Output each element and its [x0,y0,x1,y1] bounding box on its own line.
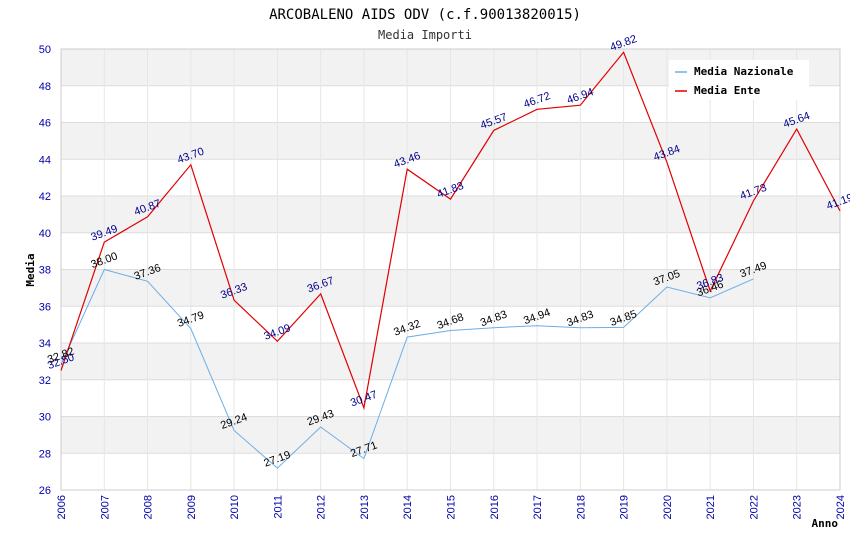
chart-title: ARCOBALENO AIDS ODV (c.f.90013820015) [269,7,581,23]
x-tick-label: 2011 [272,495,284,519]
x-tick-label: 2015 [446,495,458,519]
x-tick-label: 2013 [359,495,371,519]
legend-label-ente: Media Ente [694,84,761,97]
y-tick-label: 44 [39,154,51,166]
y-tick-label: 26 [39,485,51,497]
y-tick-label: 30 [39,412,51,424]
x-tick-label: 2009 [186,495,198,519]
x-tick-label: 2010 [229,495,241,519]
y-tick-label: 40 [39,228,51,240]
x-tick-label: 2006 [56,495,68,519]
x-tick-label: 2021 [705,495,717,519]
x-tick-label: 2014 [402,495,414,519]
x-tick-label: 2007 [99,495,111,519]
x-tick-label: 2008 [143,495,155,519]
y-tick-label: 28 [39,448,51,460]
x-tick-label: 2016 [489,495,501,519]
y-tick-label: 36 [39,301,51,313]
series-line-nazionale [60,268,754,469]
legend-label-nazionale: Media Nazionale [694,65,794,78]
chart-subtitle: Media Importi [378,28,472,42]
x-axis-label: Anno [812,517,839,530]
y-tick-label: 42 [39,191,51,203]
x-tick-label: 2017 [532,495,544,519]
x-tick-label: 2024 [835,495,847,519]
series-lines [60,51,841,469]
y-tick-label: 34 [39,338,51,350]
x-tick-label: 2019 [619,495,631,519]
y-tick-label: 48 [39,81,51,93]
plot-frame [60,48,841,491]
x-tick-label: 2023 [792,495,804,519]
series-line-ente [60,51,841,411]
legend: Media Nazionale Media Ente [669,60,809,100]
y-axis-label: Media [24,253,37,286]
x-tick-label: 2012 [316,495,328,519]
x-tick-label: 2020 [662,495,674,519]
legend-box [669,60,809,100]
y-tick-label: 32 [39,375,51,387]
x-tick-label: 2018 [575,495,587,519]
y-tick-label: 38 [39,265,51,277]
x-tick-label: 2022 [748,495,760,519]
y-tick-label: 50 [39,44,51,56]
y-tick-label: 46 [39,118,51,130]
axis-ticks: 26 28 30 32 34 36 38 40 42 44 46 48 50 2006 2007 2008 20… [39,44,847,519]
